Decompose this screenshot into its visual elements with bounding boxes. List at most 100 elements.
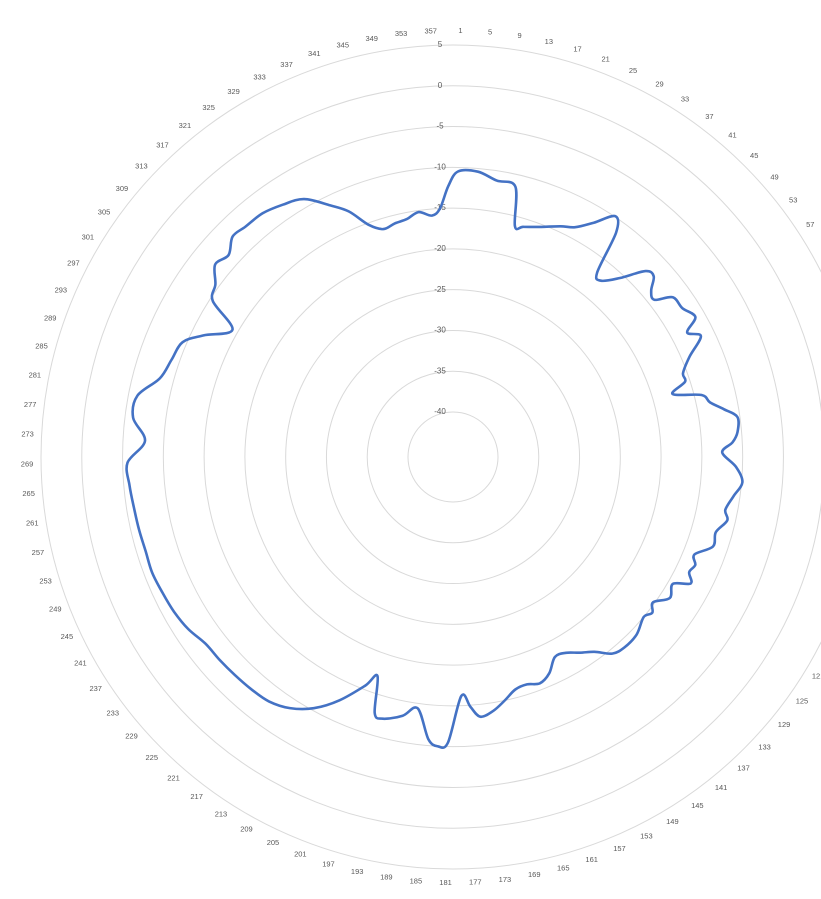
radial-tick-label: -30 [434, 326, 446, 335]
angular-tick-label: 173 [499, 875, 512, 884]
angular-tick-label: 357 [424, 27, 437, 36]
angular-tick-label: 17 [573, 45, 581, 54]
angular-tick-label: 213 [215, 809, 228, 818]
angular-tick-label: 193 [351, 867, 364, 876]
angular-tick-label: 329 [227, 87, 240, 96]
grid-ring [407, 411, 499, 503]
radial-tick-labels: 50-5-10-15-20-25-30-35-40 [434, 40, 446, 416]
angular-tick-label: 37 [705, 112, 713, 121]
angular-tick-label: 297 [67, 259, 80, 268]
angular-tick-label: 57 [806, 220, 814, 229]
angular-tick-label: 229 [125, 731, 138, 740]
radial-tick-label: -10 [434, 162, 446, 171]
angular-tick-label: 201 [294, 850, 307, 859]
angular-tick-label: 205 [267, 838, 280, 847]
radial-gridlines [40, 44, 821, 870]
angular-tick-label: 341 [308, 49, 321, 58]
angular-tick-label: 285 [35, 342, 48, 351]
angular-tick-label: 273 [21, 430, 34, 439]
angular-tick-label: 161 [585, 855, 598, 864]
angular-tick-label: 145 [691, 801, 704, 810]
angular-tick-label: 337 [280, 60, 293, 69]
angular-tick-label: 313 [135, 161, 148, 170]
angular-tick-label: 257 [32, 548, 45, 557]
grid-ring [244, 248, 662, 666]
radial-tick-label: -40 [434, 407, 446, 416]
angular-tick-label: 181 [439, 878, 452, 887]
series-layer [125, 168, 744, 750]
angular-tick-label: 217 [190, 792, 203, 801]
angular-tick-label: 25 [629, 66, 637, 75]
grid-ring [81, 85, 821, 829]
angular-tick-label: 197 [322, 859, 335, 868]
grid-ring [40, 44, 821, 870]
angular-tick-label: 233 [107, 708, 120, 717]
grid-ring [366, 370, 540, 544]
radial-tick-label: -25 [434, 285, 446, 294]
angular-tick-label: 353 [395, 29, 408, 38]
angular-tick-label: 141 [715, 783, 728, 792]
angular-tick-label: 129 [778, 720, 791, 729]
series-line [125, 168, 744, 750]
angular-tick-label: 225 [146, 753, 159, 762]
angular-tick-label: 49 [770, 173, 778, 182]
grid-ring [162, 166, 744, 748]
angular-tick-label: 125 [796, 696, 809, 705]
grid-ring [203, 207, 703, 707]
angular-tick-label: 301 [82, 233, 95, 242]
angular-tick-label: 209 [240, 825, 253, 834]
radial-tick-label: 5 [438, 40, 443, 49]
angular-tick-label: 169 [528, 870, 541, 879]
angular-tick-label: 245 [61, 632, 74, 641]
angular-tick-label: 265 [22, 489, 35, 498]
angular-tick-label: 177 [469, 877, 482, 886]
grid-ring [122, 126, 784, 788]
angular-tick-label: 293 [55, 286, 68, 295]
angular-tick-label: 165 [557, 863, 570, 872]
angular-tick-label: 137 [737, 764, 750, 773]
angular-tick-label: 325 [202, 103, 215, 112]
angular-tick-label: 153 [640, 832, 653, 841]
grid-ring [325, 329, 581, 585]
angular-tick-label: 121 [812, 671, 821, 680]
angular-tick-label: 317 [156, 140, 169, 149]
angular-tick-label: 321 [179, 121, 192, 130]
grid-ring [285, 289, 621, 625]
radial-tick-label: -20 [434, 244, 446, 253]
angular-tick-label: 29 [655, 79, 663, 88]
angular-tick-label: 289 [44, 313, 57, 322]
angular-tick-label: 13 [545, 37, 553, 46]
angular-tick-label: 21 [601, 54, 609, 63]
angular-tick-label: 237 [89, 684, 102, 693]
angular-tick-label: 9 [518, 31, 522, 40]
angular-tick-label: 157 [613, 844, 626, 853]
radial-tick-label: 0 [438, 81, 443, 90]
angular-tick-label: 349 [365, 34, 378, 43]
angular-tick-label: 5 [488, 28, 492, 37]
angular-tick-label: 185 [410, 876, 423, 885]
angular-tick-label: 333 [253, 72, 266, 81]
angular-tick-labels: 1591317212529333741454953576165697377818… [21, 26, 821, 887]
angular-tick-label: 261 [26, 519, 39, 528]
angular-tick-label: 45 [750, 151, 758, 160]
angular-tick-label: 189 [380, 873, 393, 882]
angular-tick-label: 345 [336, 40, 349, 49]
angular-tick-label: 253 [39, 577, 52, 586]
angular-tick-label: 309 [116, 184, 129, 193]
angular-tick-label: 277 [24, 400, 37, 409]
angular-tick-label: 241 [74, 659, 87, 668]
angular-tick-label: 281 [29, 371, 42, 380]
angular-tick-label: 269 [21, 459, 34, 468]
angular-tick-label: 249 [49, 605, 62, 614]
angular-tick-label: 53 [789, 196, 797, 205]
radial-tick-label: -35 [434, 366, 446, 375]
angular-tick-label: 33 [681, 95, 689, 104]
angular-tick-label: 41 [728, 130, 736, 139]
angular-tick-label: 221 [167, 773, 180, 782]
angular-tick-label: 149 [666, 817, 679, 826]
radial-tick-label: -5 [436, 122, 444, 131]
angular-tick-label: 1 [458, 26, 462, 35]
angular-tick-label: 305 [98, 208, 111, 217]
angular-tick-label: 133 [758, 743, 771, 752]
